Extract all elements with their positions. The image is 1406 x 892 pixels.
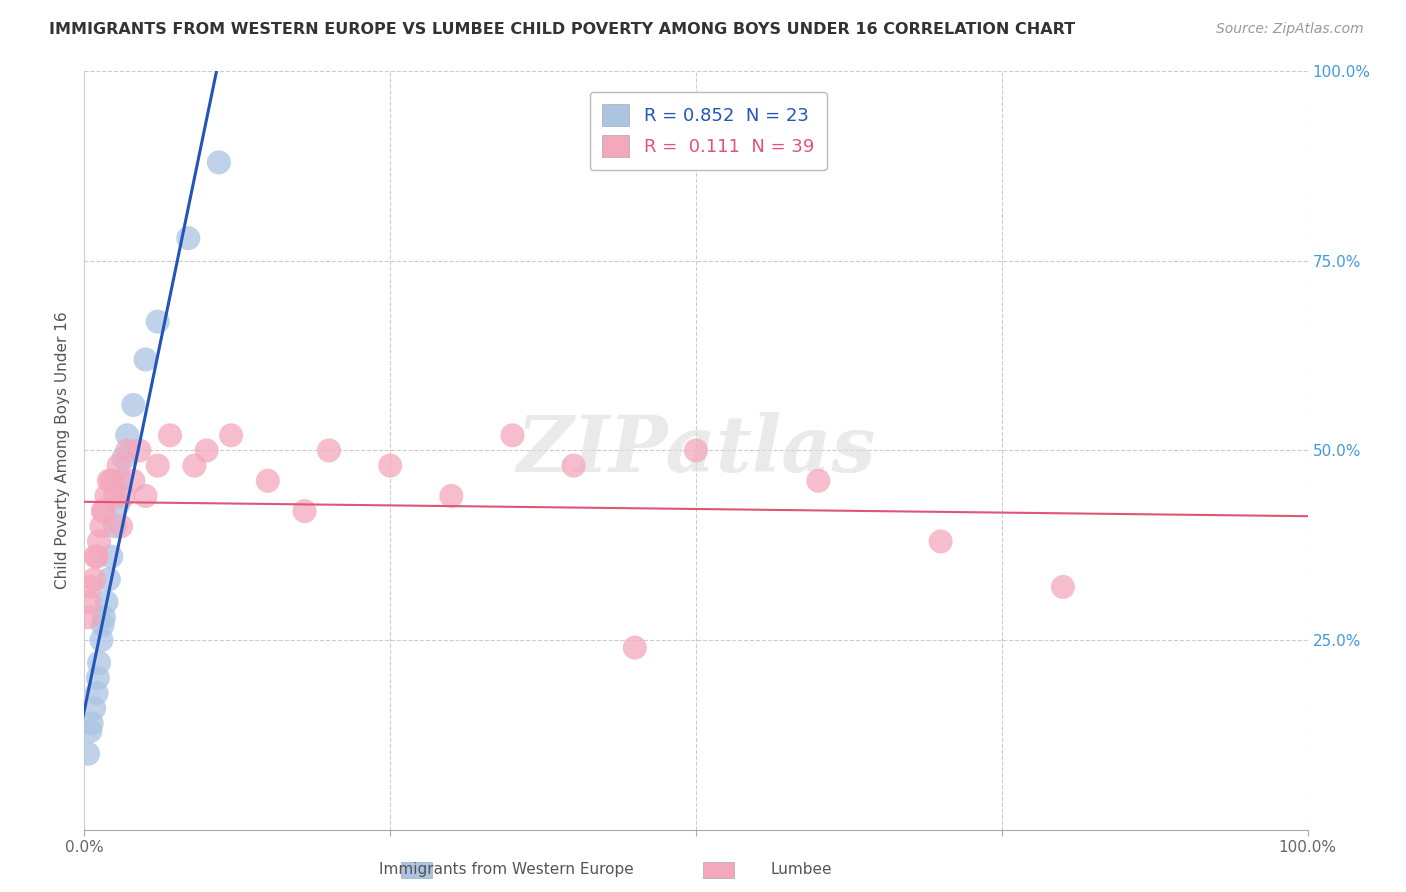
Point — [87, 671, 110, 685]
Point — [440, 489, 463, 503]
Y-axis label: Child Poverty Among Boys Under 16: Child Poverty Among Boys Under 16 — [55, 311, 70, 590]
Point — [380, 458, 402, 473]
Point — [84, 549, 107, 564]
Text: IMMIGRANTS FROM WESTERN EUROPE VS LUMBEE CHILD POVERTY AMONG BOYS UNDER 16 CORRE: IMMIGRANTS FROM WESTERN EUROPE VS LUMBEE… — [49, 22, 1076, 37]
Point — [929, 534, 952, 549]
Point — [257, 474, 280, 488]
Point — [91, 504, 114, 518]
Point — [100, 549, 122, 564]
Point — [122, 474, 145, 488]
Point — [100, 474, 122, 488]
Point — [562, 458, 585, 473]
Point — [146, 458, 169, 473]
Point — [115, 443, 138, 458]
Point — [195, 443, 218, 458]
Point — [183, 458, 205, 473]
Point — [146, 315, 169, 329]
Point — [86, 549, 108, 564]
Point — [807, 474, 830, 488]
Point — [294, 504, 316, 518]
Point — [624, 640, 647, 655]
Point — [77, 747, 100, 761]
Point — [83, 573, 105, 587]
Point — [87, 534, 110, 549]
Point — [80, 716, 103, 731]
Point — [83, 701, 105, 715]
Point — [318, 443, 340, 458]
Point — [90, 519, 112, 533]
Point — [110, 474, 132, 488]
Text: ZIPatlas: ZIPatlas — [516, 412, 876, 489]
Point — [107, 496, 129, 510]
Point — [93, 610, 115, 624]
Point — [79, 580, 101, 594]
Point — [90, 633, 112, 648]
Text: Immigrants from Western Europe: Immigrants from Western Europe — [378, 863, 634, 877]
Point — [685, 443, 707, 458]
Point — [177, 231, 200, 245]
Text: Lumbee: Lumbee — [770, 863, 832, 877]
Point — [87, 656, 110, 670]
Legend: R = 0.852  N = 23, R =  0.111  N = 39: R = 0.852 N = 23, R = 0.111 N = 39 — [589, 92, 827, 170]
Point — [115, 428, 138, 442]
Text: Source: ZipAtlas.com: Source: ZipAtlas.com — [1216, 22, 1364, 37]
Point — [135, 489, 157, 503]
Point — [159, 428, 181, 442]
Point — [97, 474, 120, 488]
Point — [112, 451, 135, 466]
Point — [96, 489, 118, 503]
Point — [208, 155, 231, 169]
Point — [101, 474, 124, 488]
Point — [79, 724, 101, 739]
Point — [77, 610, 100, 624]
Point — [502, 428, 524, 442]
Point — [128, 443, 150, 458]
Point — [104, 489, 127, 503]
Point — [110, 519, 132, 533]
Point — [97, 573, 120, 587]
Point — [96, 595, 118, 609]
Point — [93, 504, 115, 518]
Point — [112, 489, 135, 503]
Point — [91, 617, 114, 632]
Point — [104, 519, 127, 533]
Point — [219, 428, 242, 442]
Point — [107, 458, 129, 473]
Point — [77, 595, 100, 609]
Point — [135, 352, 157, 367]
Point — [1052, 580, 1074, 594]
Point — [122, 398, 145, 412]
Point — [86, 686, 108, 700]
